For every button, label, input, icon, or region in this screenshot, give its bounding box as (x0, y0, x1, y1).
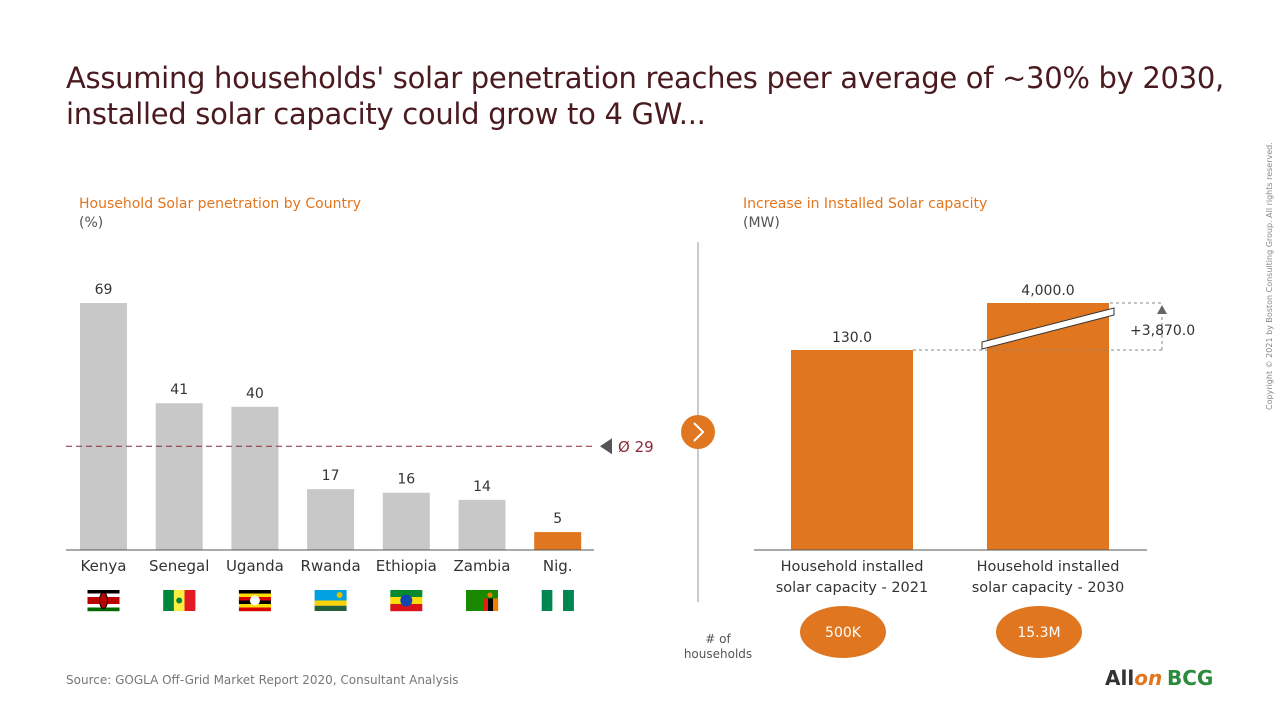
households-axis-label: # of (705, 632, 731, 646)
axis-break-icon (981, 307, 1115, 350)
capacity-bar-2021 (791, 350, 913, 550)
bar-value-label: 41 (170, 382, 188, 398)
capacity-chart: 130.0 Household installed solar capacity -… (684, 283, 1195, 661)
households-value: 500K (825, 625, 862, 641)
bar-value-label: 40 (246, 386, 264, 402)
delta-arrow-icon (1157, 305, 1167, 314)
category-label: Nig. (543, 557, 573, 575)
title-line-1: Assuming households' solar penetration r… (66, 61, 1224, 95)
zambia-flag-icon (466, 590, 499, 611)
bcg-logo: BCG (1167, 666, 1214, 690)
rwanda-flag-icon (314, 590, 347, 611)
average-pointer-icon (600, 438, 612, 455)
title-line-2: installed solar capacity could grow to 4… (66, 97, 706, 131)
source-note: Source: GOGLA Off-Grid Market Report 202… (66, 673, 459, 687)
capacity-category-label: solar capacity - 2021 (776, 580, 928, 596)
capacity-value-label: 130.0 (832, 330, 872, 346)
bar-value-label: 16 (397, 472, 415, 488)
bar-ethiopia (382, 492, 430, 550)
capacity-category-label: Household installed (781, 559, 924, 575)
households-value: 15.3M (1017, 625, 1060, 641)
capacity-value-label: 4,000.0 (1021, 283, 1074, 299)
bar-uganda (231, 406, 279, 550)
delta-label: +3,870.0 (1130, 323, 1195, 339)
bar-value-label: 69 (95, 282, 113, 298)
allon-logo: Allon (1105, 666, 1163, 690)
bar-value-label: 5 (553, 511, 562, 527)
average-label: Ø 29 (618, 438, 654, 456)
bar-kenya (80, 303, 127, 550)
right-chart-title: Increase in Installed Solar capacity (743, 196, 988, 212)
category-label: Senegal (149, 557, 209, 575)
capacity-bar-2030 (987, 303, 1109, 550)
capacity-category-label: Household installed (977, 559, 1120, 575)
bar-zambia (458, 499, 506, 550)
capacity-category-label: solar capacity - 2030 (972, 580, 1124, 596)
nigeria-flag-icon (541, 590, 574, 611)
category-label: Zambia (454, 557, 511, 575)
households-axis-label: households (684, 647, 752, 661)
category-label: Uganda (226, 557, 284, 575)
category-label: Kenya (81, 557, 127, 575)
panel-divider (681, 242, 715, 602)
ethiopia-flag-icon (390, 590, 423, 612)
bar-value-label: 14 (473, 479, 491, 495)
category-label: Ethiopia (376, 557, 437, 575)
bar-value-label: 17 (322, 468, 340, 484)
right-chart-unit: (MW) (743, 215, 780, 231)
bar-rwanda (307, 489, 355, 550)
category-label: Rwanda (301, 557, 361, 575)
page-title: Assuming households' solar penetration r… (66, 60, 1236, 132)
uganda-flag-icon (238, 590, 271, 612)
kenya-flag-icon (87, 590, 120, 612)
left-chart-unit: (%) (79, 215, 104, 231)
bar-senegal (155, 403, 203, 550)
bar-nig (534, 532, 582, 550)
households-badge (996, 606, 1082, 658)
penetration-chart: 69 Kenya 41 Senegal 40 Uganda 17 Rwanda 16 Ethiop… (66, 282, 654, 612)
copyright-note: Copyright © 2021 by Boston Consulting Gr… (1265, 142, 1274, 410)
senegal-flag-icon (163, 590, 196, 611)
left-chart-title: Household Solar penetration by Country (79, 196, 361, 212)
households-badge (800, 606, 886, 658)
